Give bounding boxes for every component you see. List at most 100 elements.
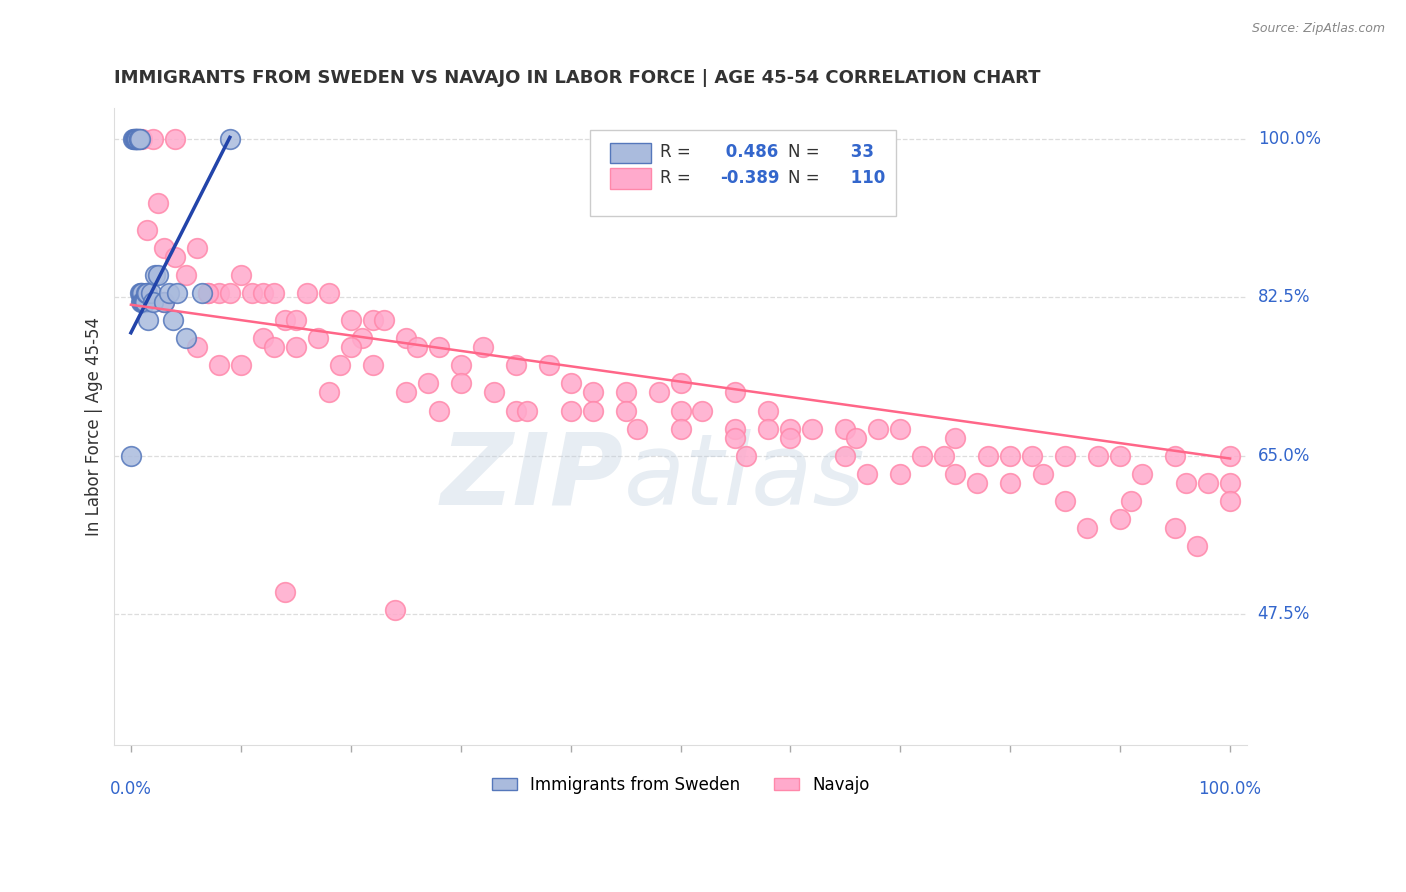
Point <box>191 285 214 300</box>
Point <box>339 340 361 354</box>
Point <box>186 241 208 255</box>
Point <box>427 403 450 417</box>
Point <box>856 467 879 481</box>
FancyBboxPatch shape <box>591 130 896 216</box>
Point <box>124 132 146 146</box>
Point <box>1219 475 1241 490</box>
Point <box>581 385 603 400</box>
Point <box>1109 449 1132 463</box>
Point <box>1164 521 1187 535</box>
Point <box>131 132 153 146</box>
Point <box>252 331 274 345</box>
Point <box>537 359 560 373</box>
Point <box>779 431 801 445</box>
Point <box>758 422 780 436</box>
Point <box>614 385 637 400</box>
Point <box>581 403 603 417</box>
Point <box>395 331 418 345</box>
Point <box>197 285 219 300</box>
Point <box>135 285 157 300</box>
Point <box>943 467 966 481</box>
Point <box>218 132 240 146</box>
Point <box>307 331 329 345</box>
Point <box>162 313 184 327</box>
Point <box>1197 475 1219 490</box>
Point <box>295 285 318 300</box>
Point <box>801 422 824 436</box>
Point <box>163 132 186 146</box>
Point <box>614 403 637 417</box>
Y-axis label: In Labor Force | Age 45-54: In Labor Force | Age 45-54 <box>86 317 103 536</box>
Point <box>153 295 176 310</box>
Point <box>966 475 988 490</box>
Point <box>450 359 472 373</box>
Text: 0.486: 0.486 <box>720 143 779 161</box>
Point <box>868 422 890 436</box>
Point <box>318 385 340 400</box>
Point <box>125 132 148 146</box>
Point <box>450 376 472 391</box>
Point <box>669 376 692 391</box>
Point <box>1000 475 1022 490</box>
Point <box>724 385 747 400</box>
Point <box>384 602 406 616</box>
Point <box>129 285 152 300</box>
Text: 100.0%: 100.0% <box>1258 130 1320 148</box>
Text: atlas: atlas <box>624 429 866 526</box>
Point <box>361 359 384 373</box>
Point <box>329 359 352 373</box>
Point <box>1021 449 1043 463</box>
Point <box>692 403 714 417</box>
Point <box>427 340 450 354</box>
Point <box>724 431 747 445</box>
Point <box>1121 494 1143 508</box>
Text: 47.5%: 47.5% <box>1258 605 1310 624</box>
FancyBboxPatch shape <box>610 168 651 188</box>
Point <box>1054 494 1077 508</box>
Point <box>1000 449 1022 463</box>
Point <box>263 285 285 300</box>
Point <box>128 132 150 146</box>
Point <box>647 385 669 400</box>
Point <box>208 359 231 373</box>
Point <box>1185 539 1208 553</box>
Point <box>240 285 263 300</box>
Point <box>758 403 780 417</box>
Point <box>274 584 297 599</box>
Point <box>274 313 297 327</box>
Point <box>131 295 153 310</box>
Point <box>318 285 340 300</box>
Point <box>834 422 856 436</box>
Point <box>163 250 186 264</box>
Text: -0.389: -0.389 <box>720 169 779 186</box>
Point <box>125 132 148 146</box>
Point <box>1109 512 1132 526</box>
Point <box>148 195 170 210</box>
Point <box>229 268 252 282</box>
Text: 0.0%: 0.0% <box>110 780 152 798</box>
Point <box>129 295 152 310</box>
Point <box>1130 467 1153 481</box>
Point <box>136 222 159 236</box>
Point <box>1219 494 1241 508</box>
Text: Source: ZipAtlas.com: Source: ZipAtlas.com <box>1251 22 1385 36</box>
Point <box>943 431 966 445</box>
Point <box>724 422 747 436</box>
Point <box>1087 449 1109 463</box>
Point <box>143 268 166 282</box>
Point <box>153 241 176 255</box>
Point <box>128 132 150 146</box>
Point <box>560 376 582 391</box>
Point <box>218 285 240 300</box>
Point <box>197 285 219 300</box>
Point <box>471 340 494 354</box>
Point <box>132 295 155 310</box>
Point <box>122 132 145 146</box>
Point <box>142 295 165 310</box>
Text: N =: N = <box>787 143 825 161</box>
Point <box>934 449 956 463</box>
Point <box>911 449 934 463</box>
Text: IMMIGRANTS FROM SWEDEN VS NAVAJO IN LABOR FORCE | AGE 45-54 CORRELATION CHART: IMMIGRANTS FROM SWEDEN VS NAVAJO IN LABO… <box>114 69 1040 87</box>
Point <box>263 340 285 354</box>
Point <box>284 340 307 354</box>
